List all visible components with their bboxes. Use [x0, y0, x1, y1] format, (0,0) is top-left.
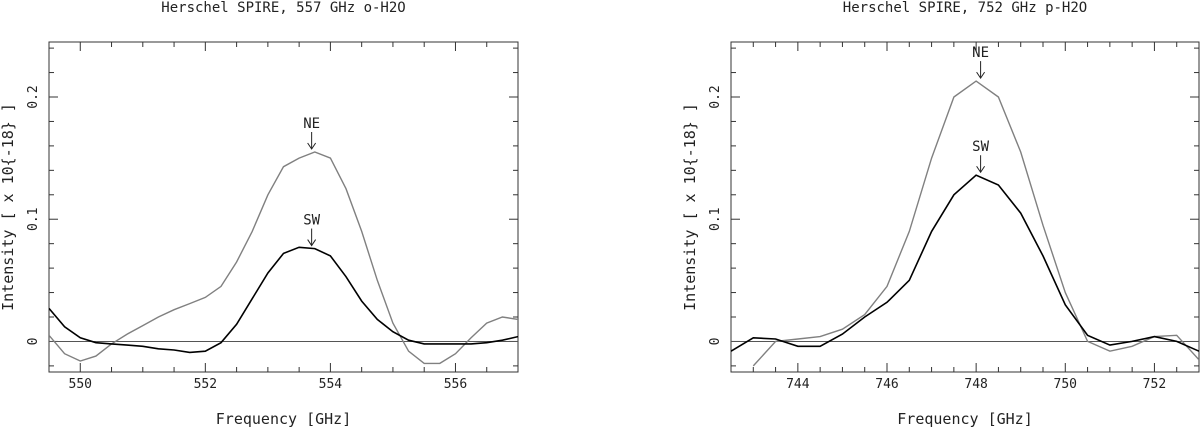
annotation-label-ne: NE: [972, 45, 989, 61]
y-tick-label: 0.1: [708, 207, 723, 230]
series-line-ne: [49, 151, 518, 365]
plot-frame: [730, 41, 1200, 373]
chart-title: Herschel SPIRE, 557 GHz o-H2O: [161, 0, 405, 16]
x-axis-label: Frequency [GHz]: [216, 410, 351, 428]
chart-panel-1: Herschel SPIRE, 557 GHz o-H2O 550 552 554 55…: [0, 0, 519, 428]
x-tick-label: 552: [194, 377, 217, 392]
annotation-arrowhead: [976, 71, 986, 80]
y-tick-label: 0.2: [708, 85, 723, 108]
y-axis-label: Intensity [ x 10{-18} ]: [681, 103, 699, 311]
plot-frame: [48, 41, 519, 373]
x-tick-label: 746: [875, 377, 898, 392]
annotation-label-sw: SW: [972, 139, 989, 155]
y-tick-label: 0.1: [26, 207, 41, 230]
annotation-label-ne: NE: [303, 116, 320, 132]
annotation-label-sw: SW: [303, 213, 320, 229]
series-line-sw: [731, 174, 1199, 352]
x-axis-label: Frequency [GHz]: [897, 410, 1032, 428]
series-line-ne: [752, 80, 1199, 367]
y-tick-label: 0: [708, 338, 723, 346]
series-line-sw: [49, 246, 518, 354]
x-tick-label: 750: [1054, 377, 1077, 392]
x-tick-label: 748: [964, 377, 987, 392]
x-tick-label: 554: [319, 377, 343, 392]
annotation-arrowhead: [976, 165, 986, 174]
annotation-arrowhead: [307, 239, 317, 247]
x-tick-label: 752: [1143, 377, 1166, 392]
annotation-arrowhead: [307, 142, 317, 150]
y-axis-label: Intensity [ x 10{-18} ]: [0, 103, 17, 311]
x-tick-label: 556: [444, 377, 467, 392]
y-tick-label: 0.2: [26, 85, 41, 108]
y-tick-label: 0: [26, 338, 41, 346]
chart-title: Herschel SPIRE, 752 GHz p-H2O: [843, 0, 1087, 16]
chart-panel-2: Herschel SPIRE, 752 GHz p-H2O 744 746 748 75…: [681, 0, 1200, 428]
x-tick-label: 550: [69, 377, 92, 392]
x-tick-label: 744: [786, 377, 810, 392]
